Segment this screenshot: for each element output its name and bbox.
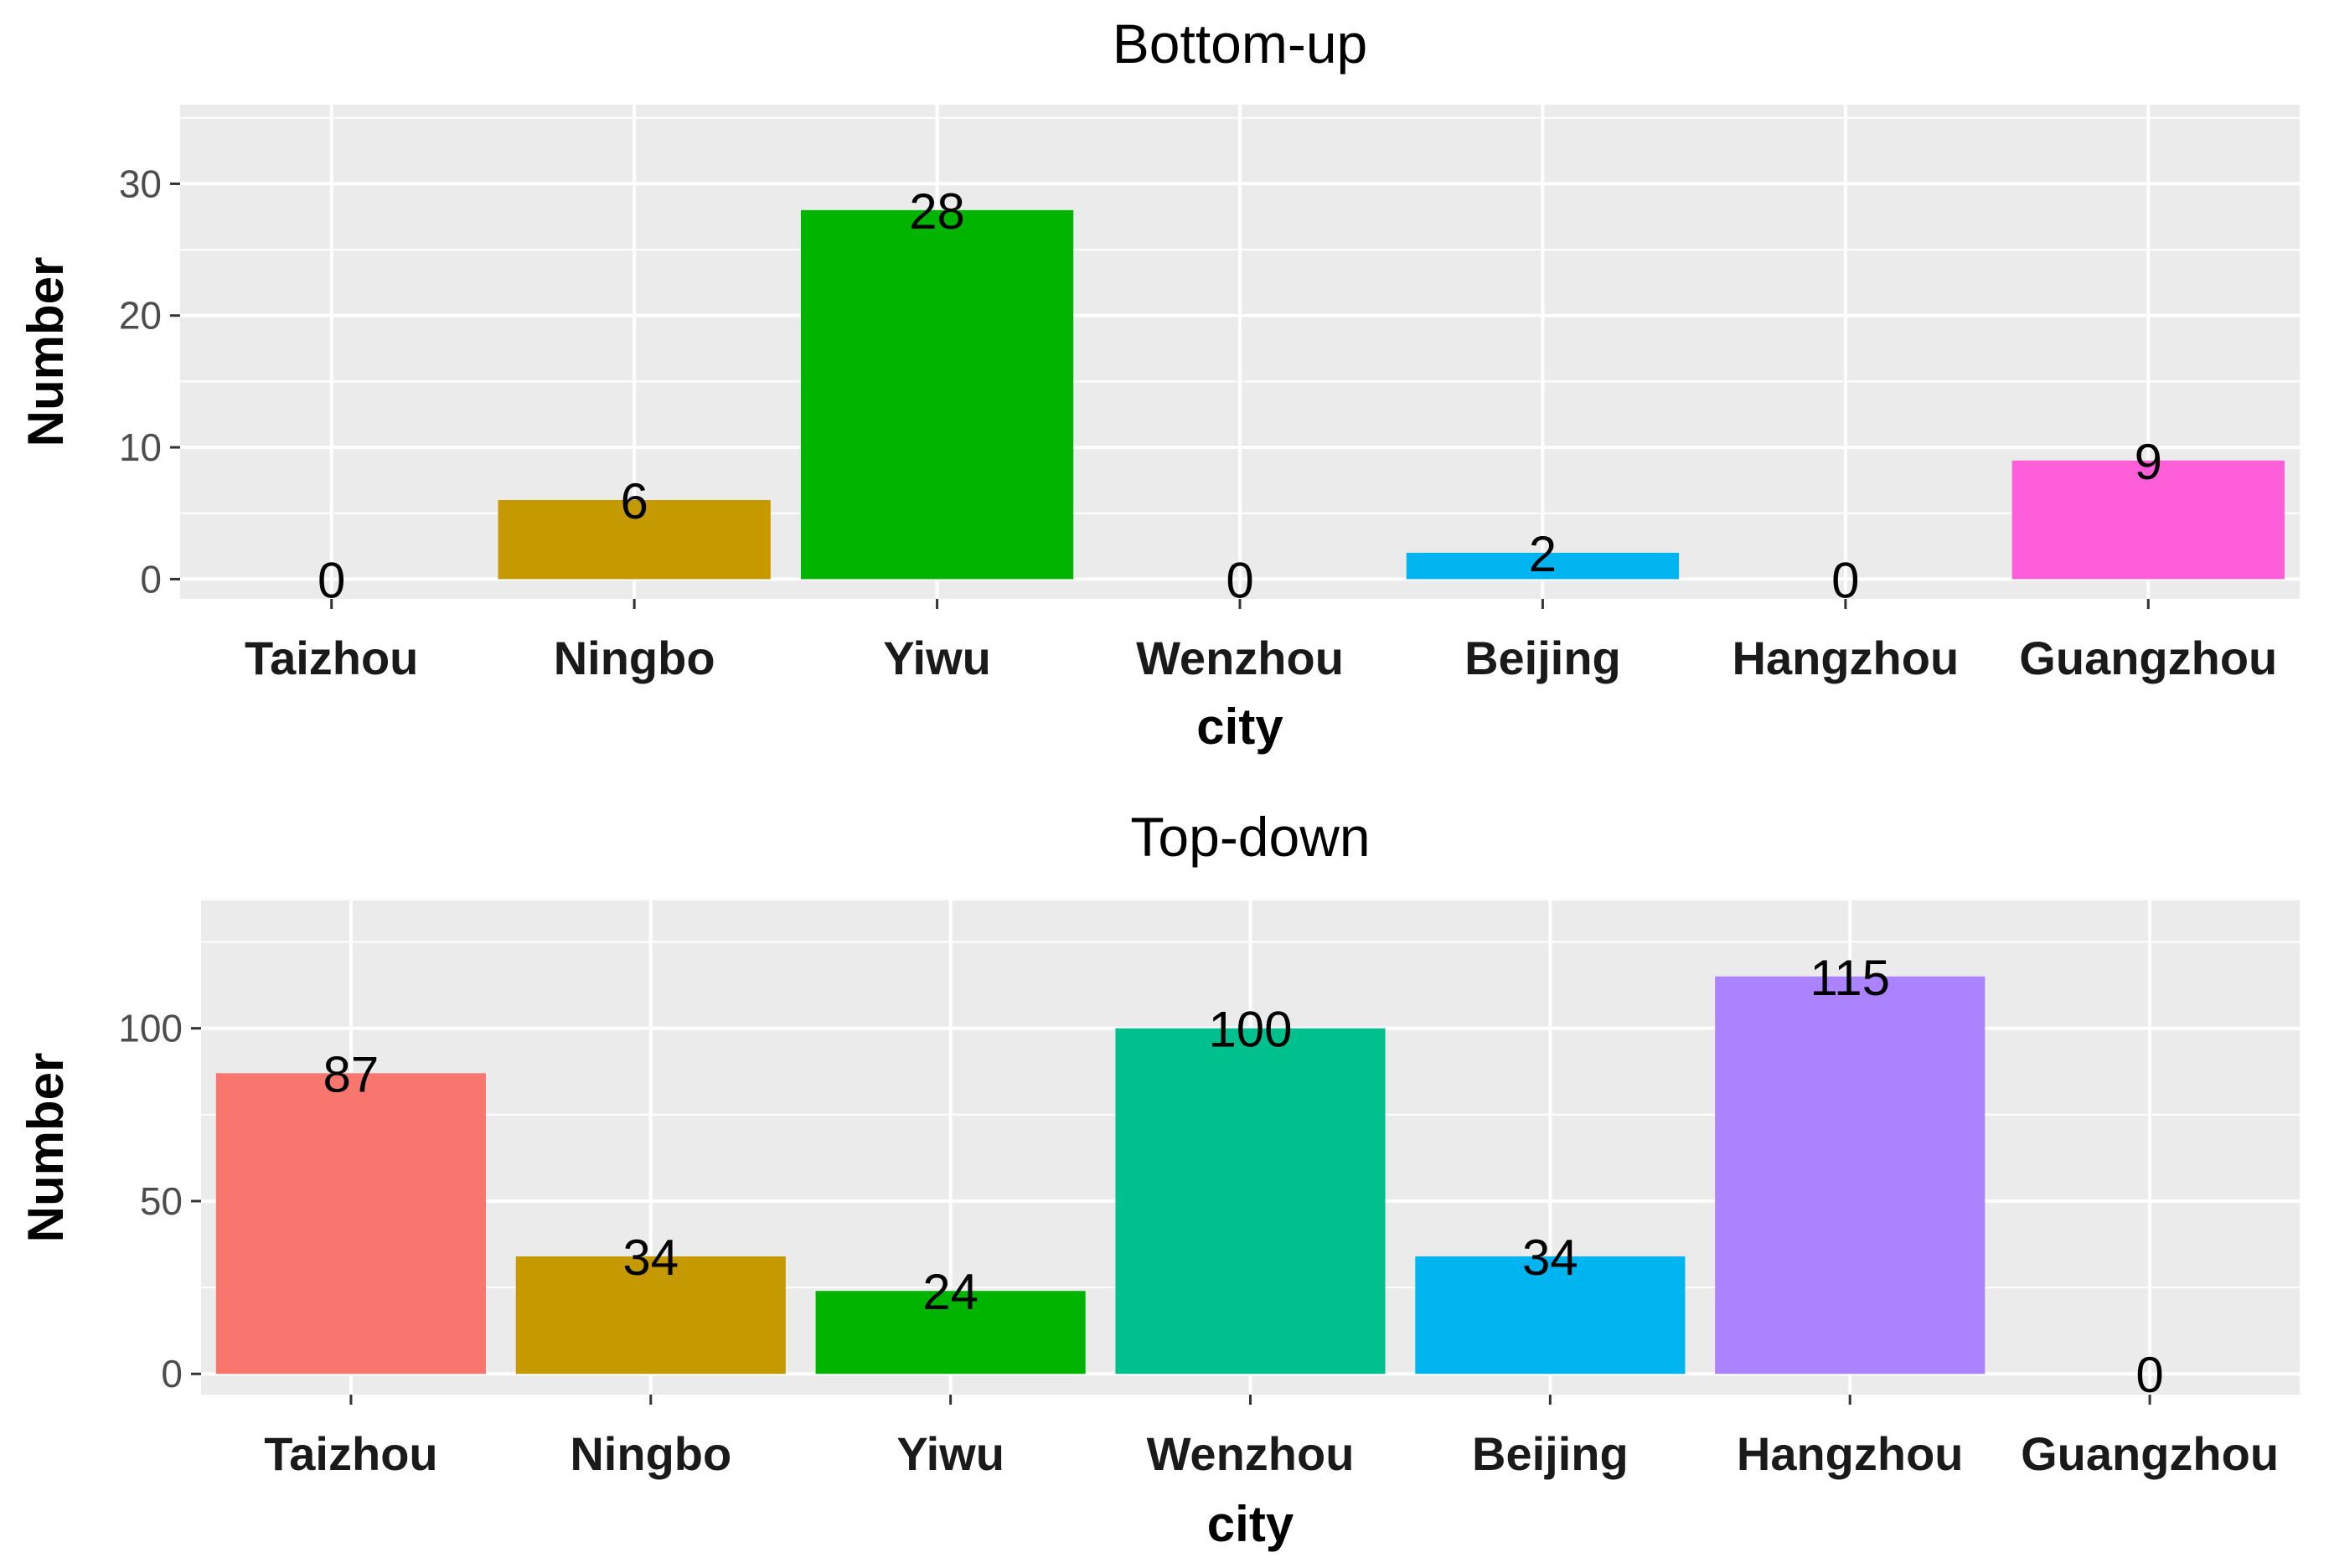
y-axis-title: Number: [18, 1053, 74, 1243]
y-tick-label: 100: [118, 1007, 183, 1050]
x-tick-label: Yiwu: [896, 1427, 1004, 1480]
x-tick-label: Wenzhou: [1136, 632, 1344, 684]
bar-taizhou: [215, 1073, 486, 1375]
data-label: 34: [1522, 1230, 1578, 1286]
bar-ningbo: [498, 500, 771, 580]
bar-hangzhou: [1715, 976, 1986, 1375]
x-tick-label: Hangzhou: [1733, 632, 1960, 684]
x-tick-label: Beijing: [1464, 632, 1621, 684]
chart-title: Bottom-up: [1113, 13, 1367, 75]
y-tick-label: 10: [119, 426, 162, 469]
bar-ningbo: [515, 1256, 786, 1375]
x-tick-label: Hangzhou: [1737, 1427, 1964, 1480]
data-label: 28: [909, 183, 965, 240]
data-label: 100: [1208, 1002, 1292, 1058]
x-tick-label: Taizhou: [264, 1427, 437, 1480]
x-tick-label: Guangzhou: [2021, 1427, 2279, 1480]
x-tick-label: Yiwu: [883, 632, 991, 684]
x-tick-label: Ningbo: [554, 632, 715, 684]
y-tick-label: 20: [119, 294, 162, 338]
data-label: 87: [323, 1046, 380, 1102]
bar-beijing: [1406, 552, 1680, 580]
x-axis-title: city: [1196, 699, 1283, 755]
data-label: 34: [622, 1230, 679, 1286]
y-tick-label: 0: [140, 557, 162, 601]
data-label: 6: [620, 473, 648, 529]
chart-panel-top-down: 87 34 24 100 34 115 0 0 50 100 Taizhou Ningbo Yiwu We…: [18, 806, 2300, 1552]
y-axis-title: Number: [18, 257, 74, 447]
y-tick-label: 30: [119, 162, 162, 205]
y-tick-label: 50: [140, 1179, 183, 1223]
data-label: 2: [1529, 526, 1557, 582]
data-label: 9: [2135, 434, 2162, 490]
x-tick-label: Ningbo: [570, 1427, 731, 1480]
x-tick-label: Guangzhou: [2019, 632, 2277, 684]
bar-guangzhou: [2011, 460, 2285, 580]
data-label: 115: [1810, 950, 1890, 1006]
y-tick-label: 0: [161, 1352, 183, 1395]
bar-wenzhou: [1115, 1028, 1386, 1375]
x-tick-label: Taizhou: [245, 632, 418, 684]
x-tick-label: Wenzhou: [1147, 1427, 1355, 1480]
x-tick-label: Beijing: [1472, 1427, 1629, 1480]
bar-beijing: [1415, 1256, 1686, 1375]
data-label: 0: [2135, 1347, 2163, 1403]
chart-title: Top-down: [1130, 806, 1370, 868]
bar-yiwu: [815, 1291, 1086, 1375]
bar-yiwu: [800, 209, 1074, 580]
x-axis-title: city: [1207, 1496, 1294, 1552]
data-label: 24: [922, 1264, 979, 1320]
